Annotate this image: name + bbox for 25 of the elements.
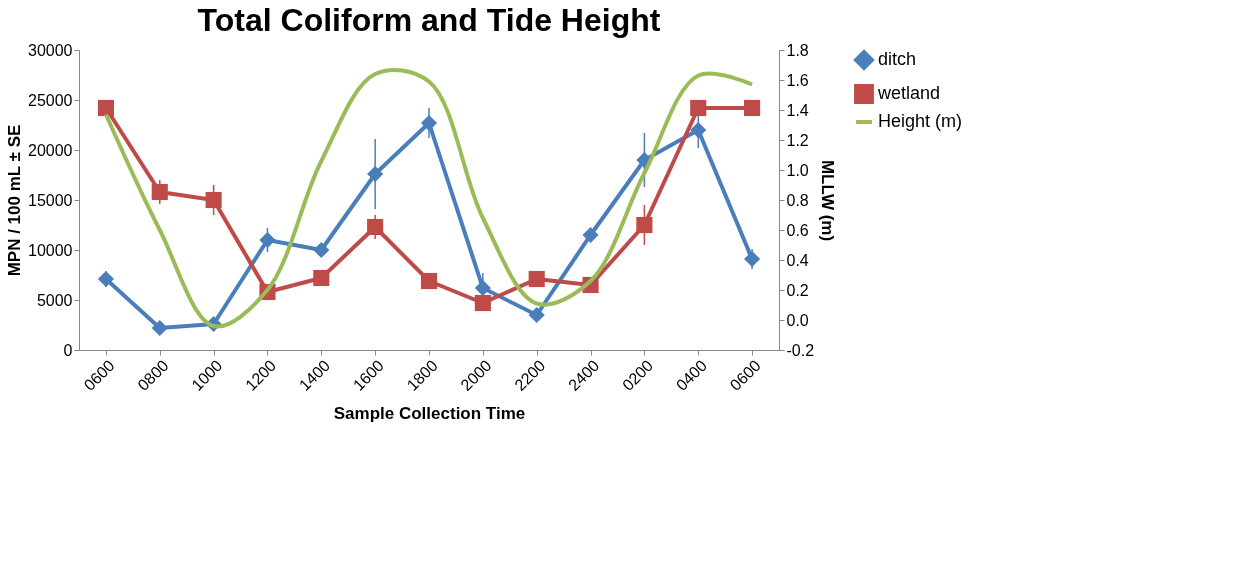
y2-tick-label: 1.6: [786, 71, 809, 89]
legend-label: wetland: [877, 83, 941, 103]
y2-tick-label: -0.2: [786, 341, 815, 359]
y2-tick-label: 1.8: [786, 41, 809, 59]
chart-title: Total Coliform and Tide Height: [197, 2, 661, 38]
x-axis-title: Sample Collection Time: [333, 403, 526, 423]
y2-tick-label: 1.4: [786, 101, 809, 119]
y-tick-label: 25000: [28, 91, 73, 109]
y2-tick-label: 0.4: [786, 251, 809, 269]
y2-tick-label: 0.0: [786, 311, 809, 329]
y-tick-label: 15000: [28, 191, 73, 209]
y-tick-label: 30000: [28, 41, 73, 59]
y2-tick-label: 0.8: [786, 191, 809, 209]
y2-tick-label: 0.6: [786, 221, 809, 239]
y-axis-title: MPN / 100 mL ± SE: [5, 124, 25, 277]
y2-tick-label: 0.2: [786, 281, 809, 299]
y2-tick-label: 1.0: [786, 161, 809, 179]
y-tick-label: 20000: [28, 141, 73, 159]
y-tick-label: 5000: [36, 291, 73, 309]
legend-label: Height (m): [878, 111, 963, 131]
legend-label: ditch: [878, 49, 917, 69]
y-tick-label: 10000: [28, 241, 73, 259]
y-tick-label: 0: [63, 341, 73, 359]
y2-tick-label: 1.2: [786, 131, 809, 149]
y2-axis-title: MLLW (m): [818, 159, 838, 242]
